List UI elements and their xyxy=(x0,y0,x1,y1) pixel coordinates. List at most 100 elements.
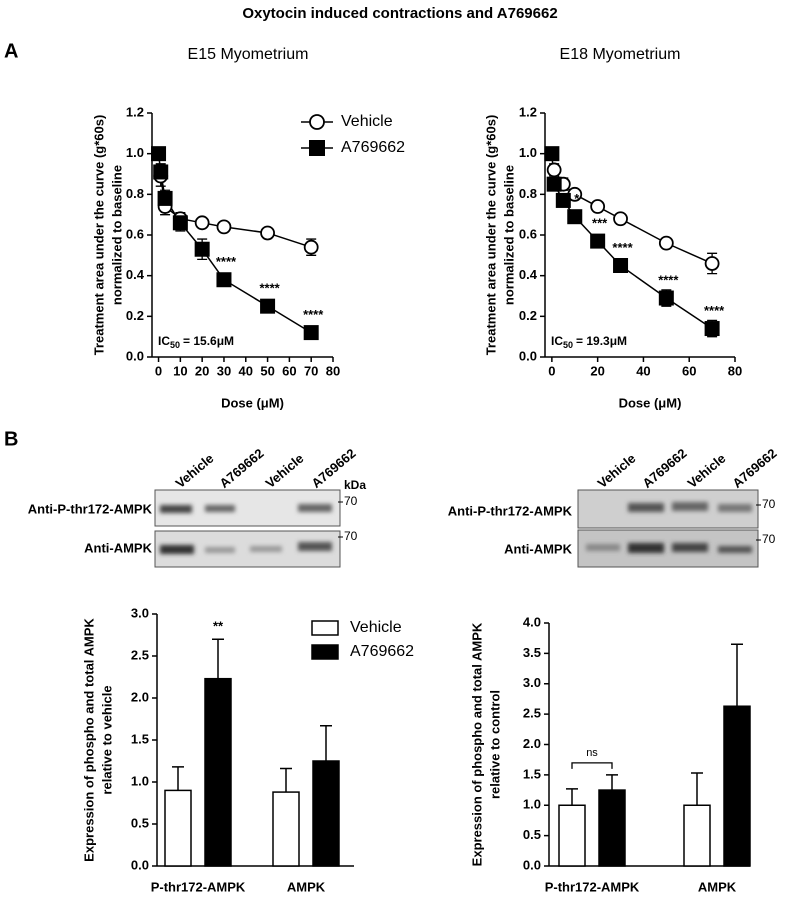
point xyxy=(546,176,562,192)
legend-label: Vehicle xyxy=(341,113,393,130)
row-label: Anti-AMPK xyxy=(504,541,572,556)
row-label: Anti-AMPK xyxy=(84,540,152,555)
ic50-sub: 50 xyxy=(563,340,573,350)
y-tick-label: 1.2 xyxy=(126,104,144,119)
x-tick-label: 70 xyxy=(304,363,318,378)
y-tick-label: 0.2 xyxy=(126,308,144,323)
y-tick-label: 0.0 xyxy=(523,857,541,872)
panel-letter: A xyxy=(4,40,18,62)
blot-right xyxy=(577,489,759,568)
legend-marker xyxy=(309,140,325,156)
bar xyxy=(204,677,232,867)
x-tick-label: 30 xyxy=(217,363,231,378)
y-axis-label: relative to control xyxy=(487,690,502,799)
ic50-rest: = 19.3μM xyxy=(576,334,627,348)
significance: * xyxy=(574,191,580,206)
error-bar xyxy=(212,638,224,679)
chart: E18 Myometrium Treatment area under the c… xyxy=(483,46,742,410)
point xyxy=(260,225,275,241)
bar xyxy=(164,789,192,867)
x-tick-label: AMPK xyxy=(698,879,737,894)
ic50-text: IC xyxy=(551,334,563,348)
y-axis-label: normalized to baseline xyxy=(501,165,516,305)
point xyxy=(151,146,167,162)
lane-label: Vehicle xyxy=(262,451,306,491)
chart: Expression of phospho and total AMPK rela… xyxy=(469,614,751,894)
bar xyxy=(558,804,586,867)
chart-title: E15 Myometrium xyxy=(188,46,309,63)
x-tick-label: 0 xyxy=(155,363,162,378)
y-tick-label: 0.4 xyxy=(519,267,538,282)
y-tick-label: 4.0 xyxy=(523,614,541,629)
point xyxy=(260,298,276,314)
x-tick-label: AMPK xyxy=(287,879,326,894)
y-axis-label: normalized to baseline xyxy=(109,165,124,305)
point xyxy=(172,215,188,231)
y-axis-label: Expression of phospho and total AMPK xyxy=(81,618,96,862)
x-tick-label: 10 xyxy=(173,363,187,378)
error-bar xyxy=(280,767,292,793)
y-tick-label: 0.5 xyxy=(523,827,541,842)
x-tick-label: 20 xyxy=(195,363,209,378)
figure-title: Oxytocin induced contractions and A76966… xyxy=(242,5,557,22)
y-tick-label: 0.2 xyxy=(519,308,537,323)
point xyxy=(613,258,629,273)
point xyxy=(157,190,173,206)
legend-marker xyxy=(309,114,325,130)
x-tick-label: 0 xyxy=(548,363,555,378)
y-axis-label: Treatment area under the curve (g*60s) xyxy=(91,115,106,356)
bar xyxy=(683,804,711,867)
y-tick-label: 2.5 xyxy=(523,706,541,721)
legend-label: A769662 xyxy=(350,643,414,660)
point xyxy=(303,325,319,341)
y-tick-label: 0.0 xyxy=(126,348,144,363)
significance: **** xyxy=(216,254,237,269)
x-tick-label: P-thr172-AMPK xyxy=(151,879,246,894)
significance: ns xyxy=(586,747,598,759)
y-tick-label: 0.8 xyxy=(126,186,144,201)
y-tick-label: 1.0 xyxy=(523,797,541,812)
point xyxy=(658,235,674,251)
y-tick-label: 2.5 xyxy=(131,647,149,662)
kda-marker: 70 xyxy=(762,532,776,546)
legend-label: A769662 xyxy=(341,139,405,156)
point xyxy=(194,215,210,231)
y-tick-label: 0.4 xyxy=(126,267,145,282)
series-line xyxy=(159,175,312,248)
lane-label: A769662 xyxy=(216,446,266,491)
legend-label: Vehicle xyxy=(350,619,402,636)
y-tick-label: 1.5 xyxy=(131,731,149,746)
chart: Expression of phospho and total AMPK rela… xyxy=(81,605,414,894)
significance: **** xyxy=(259,281,280,296)
point xyxy=(613,211,628,227)
point xyxy=(658,290,674,306)
point xyxy=(590,199,606,214)
ic50-rest: = 15.6μM xyxy=(183,334,234,348)
bands xyxy=(586,502,752,553)
significance: **** xyxy=(704,303,725,318)
lane-label: Vehicle xyxy=(594,451,638,491)
point xyxy=(590,233,606,249)
y-tick-label: 0.8 xyxy=(519,186,537,201)
bracket xyxy=(571,762,613,769)
x-tick-label: 20 xyxy=(590,363,604,378)
error-bar xyxy=(731,643,743,707)
ic50-label: IC50 = 19.3μM xyxy=(551,334,627,350)
point xyxy=(216,272,232,288)
series-line xyxy=(157,153,312,334)
blot-left xyxy=(154,489,341,568)
y-tick-label: 1.0 xyxy=(131,773,149,788)
y-tick-label: 1.0 xyxy=(519,145,537,160)
y-tick-label: 0.0 xyxy=(131,857,149,872)
lane-label: Vehicle xyxy=(172,451,216,491)
y-axis-label: Treatment area under the curve (g*60s) xyxy=(483,115,498,356)
lane-label: Vehicle xyxy=(684,451,728,491)
significance: *** xyxy=(592,216,608,231)
y-tick-label: 3.0 xyxy=(131,605,149,620)
panel-letter: B xyxy=(4,428,18,450)
x-tick-label: 80 xyxy=(326,363,340,378)
ic50-sub: 50 xyxy=(170,340,180,350)
chart-title: E18 Myometrium xyxy=(560,46,681,63)
error-bar xyxy=(320,724,332,761)
